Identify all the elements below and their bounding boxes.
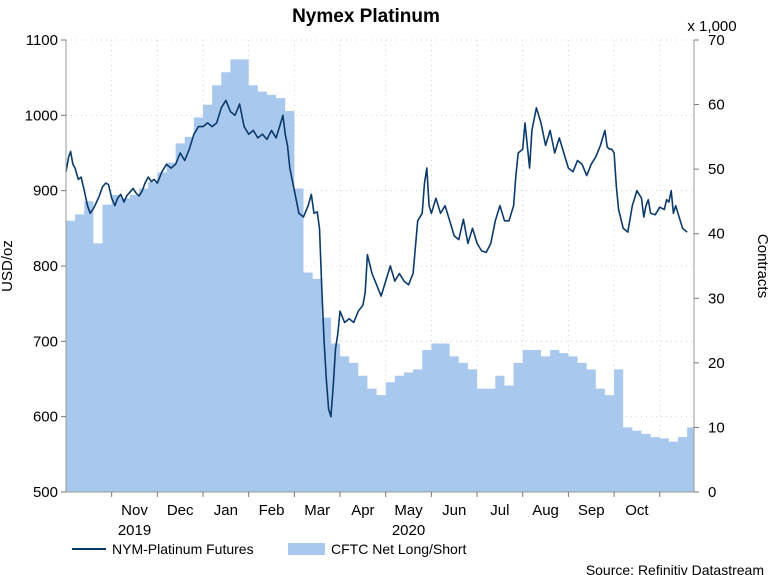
y-tick-label: 700 [33,333,58,350]
left-axis: 500 600 700 800 900 1000 1100 [25,32,66,501]
x-tick-label: Feb [259,502,285,519]
y-tick-label: 600 [33,409,58,426]
y-tick-label: 1100 [26,32,58,49]
legend-area-swatch [288,543,325,555]
y2-tick-label: 50 [708,161,725,178]
x-tick-label: Dec [167,502,194,519]
y-tick-label: 900 [33,183,58,200]
y2-tick-label: 60 [708,97,725,114]
x-tick-label: Jul [490,502,509,519]
chart-title: Nymex Platinum [292,6,440,27]
y2-tick-label: 30 [708,290,725,307]
y2-tick-label: 0 [708,484,716,501]
y-tick-label: 500 [33,484,58,501]
y2-tick-label: 10 [708,419,725,436]
y2-tick-label: 40 [708,226,725,243]
x-tick-label: Jun [442,502,466,519]
platinum-line [65,99,688,418]
x-tick-label: Nov [121,502,148,519]
legend: NYM-Platinum Futures CFTC Net Long/Short [72,541,466,557]
area-series-layer [66,59,694,492]
x-year-label: 2020 [392,522,425,539]
x-tick-label: Jan [214,502,238,519]
x-year-label: 2019 [118,522,151,539]
legend-label-platinum: NYM-Platinum Futures [112,541,254,557]
y-tick-label: 1000 [25,107,58,124]
line-series-layer [65,99,688,418]
x-axis: Nov Dec Jan Feb Mar Apr May Jun Jul Aug Sep Oct 2019… [111,492,661,539]
x-tick-label: Apr [351,502,374,519]
x-tick-label: Aug [532,502,559,519]
source-note: Source: Refinitiv Datastream [586,562,764,575]
right-axis: 0 10 20 30 40 50 60 70 [694,32,725,501]
cftc-area [66,59,694,492]
y-tick-label: 800 [33,258,58,275]
y2-axis-label: Contracts [754,234,771,298]
legend-label-cftc: CFTC Net Long/Short [331,541,466,557]
x-tick-label: May [394,502,423,519]
x-tick-label: Sep [578,502,605,519]
y2-multiplier-label: x 1,000 [687,18,736,35]
x-tick-label: Mar [304,502,330,519]
y2-tick-label: 70 [708,32,725,49]
y2-tick-label: 20 [708,355,725,372]
x-tick-label: Oct [625,502,649,519]
y-axis-label: USD/oz [0,240,16,292]
